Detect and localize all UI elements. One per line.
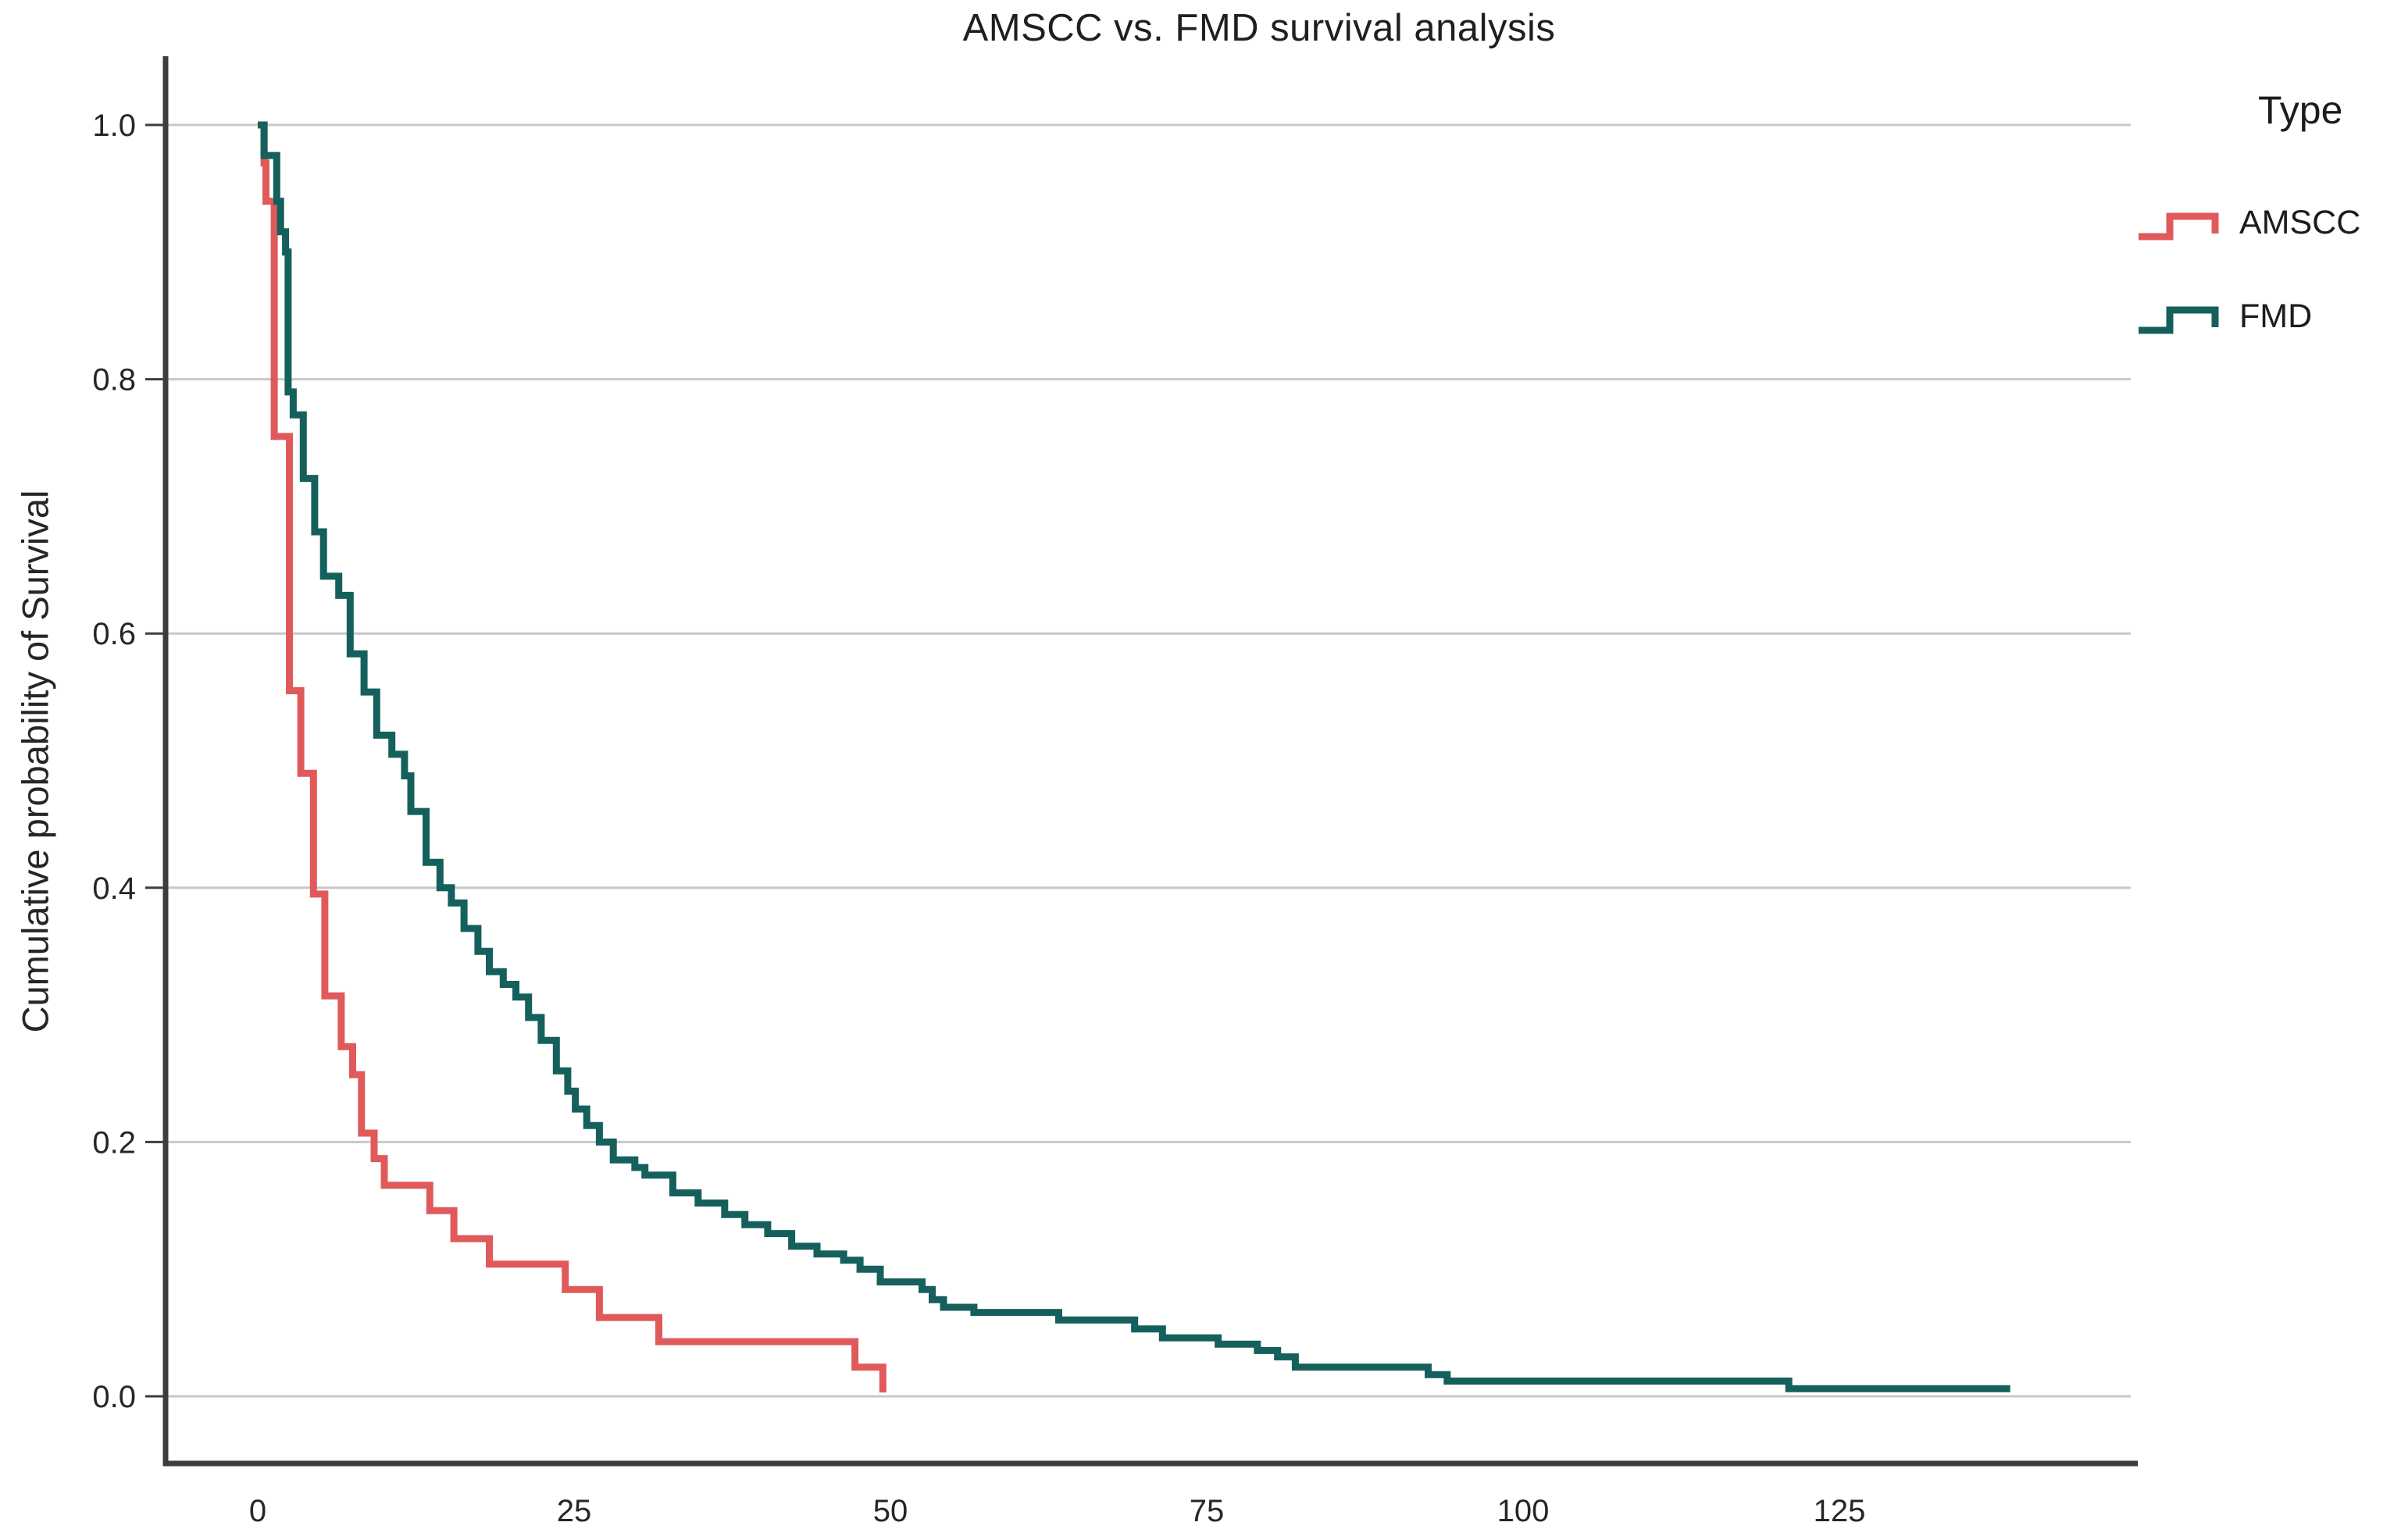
legend-marker-fmd-icon [2139,306,2219,334]
y-tick-label-1.0: 1.0 [92,109,136,143]
legend-entry-fmd: FMD [2135,269,2401,363]
y-tick-label-0.6: 0.6 [92,617,136,651]
x-tick-label-0: 0 [249,1494,266,1528]
chart-title: AMSCC vs. FMD survival analysis [962,7,1556,49]
x-tick-label-75: 75 [1190,1494,1225,1528]
legend-step-glyph [2139,212,2219,241]
legend-label-fmd: FMD [2239,297,2313,335]
y-tick-label-0.0: 0.0 [92,1380,136,1414]
legend-label-amscc: AMSCC [2239,203,2361,241]
x-tick-label-100: 100 [1497,1494,1550,1528]
legend-entry-amscc: AMSCC [2135,176,2401,269]
legend-entries: AMSCC FMD [2135,176,2401,363]
survival-curve-amscc [258,121,887,1393]
legend-step-glyph [2139,306,2219,334]
y-tick-label-0.8: 0.8 [92,363,136,397]
y-tick-label-0.4: 0.4 [92,872,136,906]
legend-marker-amscc-icon [2139,212,2219,241]
x-tick-label-25: 25 [557,1494,592,1528]
y-tick-label-0.2: 0.2 [92,1125,136,1160]
legend-title: Type [2258,88,2343,132]
legend: Type AMSCC FMD [2135,87,2401,363]
x-tick-label-50: 50 [873,1494,908,1528]
survival-curve-fmd [258,121,2010,1392]
x-tick-label-125: 125 [1814,1494,1866,1528]
